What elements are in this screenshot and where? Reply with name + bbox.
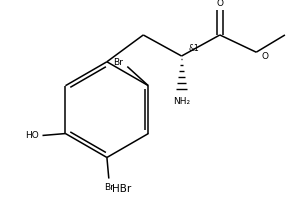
Text: Br: Br (113, 58, 123, 67)
Text: O: O (261, 52, 268, 62)
Text: HBr: HBr (112, 184, 131, 194)
Text: HO: HO (25, 131, 39, 140)
Text: Br: Br (104, 183, 114, 192)
Text: &1: &1 (188, 44, 199, 53)
Text: NH₂: NH₂ (173, 96, 190, 105)
Text: O: O (216, 0, 223, 8)
